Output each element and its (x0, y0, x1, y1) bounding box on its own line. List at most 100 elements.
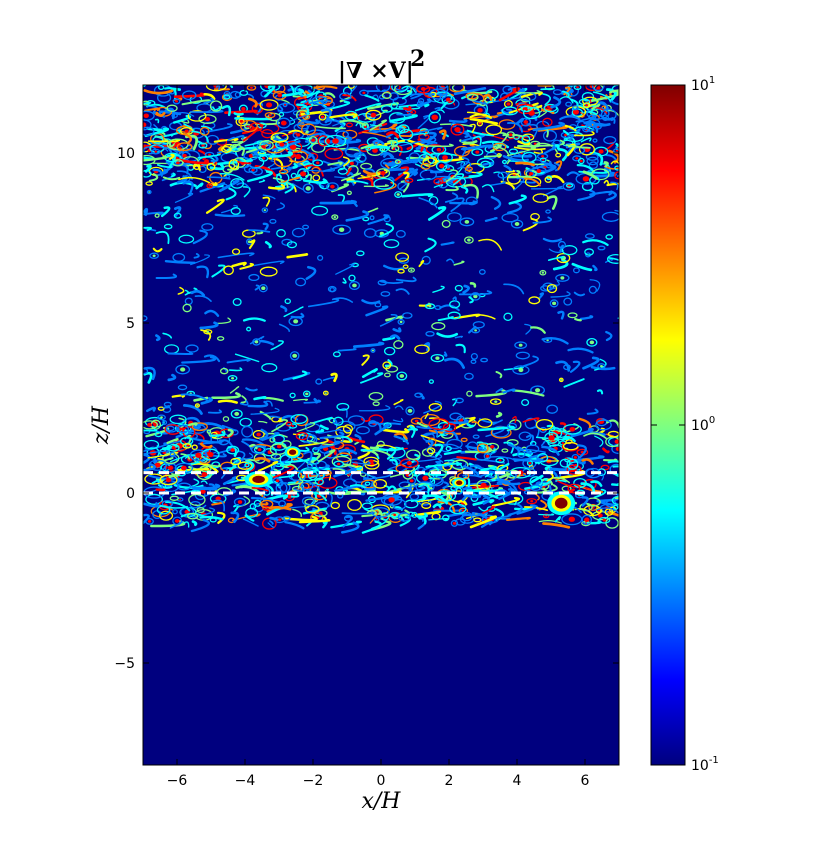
eddy-filament (463, 493, 482, 499)
eddy-filament (573, 291, 586, 297)
eddy-filament (366, 509, 377, 514)
eddy-filament (468, 484, 499, 489)
eddy-filament (538, 519, 562, 524)
eddy-vortex (442, 514, 450, 522)
eddy-filament (314, 440, 341, 451)
eddy-filament (444, 459, 464, 470)
eddy-filament (379, 313, 398, 327)
eddy-vortex (390, 139, 399, 147)
eddy-filament (367, 214, 390, 225)
eddy-filament (606, 182, 619, 187)
eddy-vortex (606, 254, 619, 264)
eddy-vortex (600, 464, 610, 471)
eddy-filament (552, 258, 569, 271)
eddy-vortex (430, 353, 445, 363)
eddy-filament (605, 88, 617, 103)
eddy-filament (249, 335, 265, 345)
eddy-filament (550, 291, 571, 298)
eddy-vortex (331, 214, 339, 220)
vortex-core (252, 475, 265, 483)
eddy-vortex (148, 459, 167, 471)
eddy-filament (462, 144, 494, 151)
eddy-filament (297, 457, 313, 467)
eddy-filament (164, 259, 196, 265)
eddy-filament (595, 101, 609, 109)
eddy-vortex (383, 372, 391, 378)
x-axis-label: x/H (361, 789, 401, 814)
eddy-vortex (261, 363, 278, 373)
eddy-filament (401, 193, 434, 198)
eddy-core (560, 276, 565, 280)
eddy-filament (363, 184, 390, 188)
eddy-filament (421, 143, 454, 147)
eddy-filament (354, 102, 382, 112)
eddy-vortex (581, 514, 593, 525)
eddy-core (564, 133, 568, 137)
eddy-vortex (166, 104, 178, 112)
eddy-filament (293, 398, 309, 402)
eddy-filament (269, 151, 294, 158)
eddy-filament (417, 98, 432, 107)
eddy-vortex (364, 481, 371, 486)
eddy-vortex (471, 327, 481, 334)
eddy-vortex (562, 423, 582, 435)
eddy-core (352, 283, 357, 288)
eddy-vortex (563, 297, 573, 306)
eddy-core (615, 446, 619, 452)
eddy-filament (203, 354, 221, 363)
eddy-filament (352, 341, 385, 349)
eddy-filament (181, 119, 190, 124)
eddy-vortex (355, 426, 370, 435)
eddy-vortex (245, 507, 259, 518)
eddy-core (467, 167, 470, 170)
eddy-vortex (576, 120, 587, 129)
eddy-filament (159, 504, 188, 509)
eddy-vortex (232, 297, 242, 306)
eddy-filament (250, 407, 280, 415)
eddy-vortex (201, 448, 220, 461)
eddy-vortex (539, 269, 547, 276)
eddy-filament (242, 317, 266, 322)
eddy-vortex (189, 449, 208, 462)
x-tick-label: −4 (235, 773, 256, 789)
eddy-vortex (302, 390, 311, 398)
eddy-filament (194, 295, 212, 302)
eddy-filament (445, 169, 459, 183)
eddy-filament (432, 455, 444, 463)
eddy-vortex (483, 452, 492, 460)
eddy-filament (210, 155, 219, 163)
eddy-vortex (223, 94, 231, 100)
eddy-filament (475, 388, 508, 398)
eddy-vortex (391, 498, 407, 511)
eddy-filament (204, 309, 220, 317)
eddy-filament (448, 117, 468, 123)
eddy-filament (206, 123, 233, 133)
eddy-filament (416, 512, 428, 518)
eddy-vortex (370, 348, 376, 353)
eddy-vortex (521, 135, 531, 144)
eddy-vortex (259, 266, 278, 277)
eddy-vortex (248, 273, 260, 282)
eddy-filament (144, 164, 152, 173)
eddy-filament (225, 187, 237, 201)
eddy-filament (513, 154, 533, 158)
eddy-filament (462, 474, 482, 478)
eddy-vortex (465, 196, 478, 206)
eddy-filament (286, 253, 309, 259)
eddy-filament (573, 126, 595, 131)
eddy-vortex (291, 485, 303, 492)
eddy-filament (541, 445, 560, 456)
eddy-filament (616, 174, 619, 177)
eddy-filament (493, 171, 504, 181)
eddy-vortex (497, 171, 509, 179)
eddy-vortex (441, 219, 451, 228)
eddy-vortex (345, 122, 354, 128)
eddy-vortex (588, 503, 598, 511)
eddy-filament (462, 465, 480, 476)
eddy-filament (337, 138, 362, 145)
eddy-filament (382, 428, 410, 434)
eddy-filament (191, 520, 198, 527)
eddy-vortex (544, 431, 559, 444)
eddy-filament (414, 510, 442, 517)
colorbar-tick-label: 101 (691, 75, 715, 94)
